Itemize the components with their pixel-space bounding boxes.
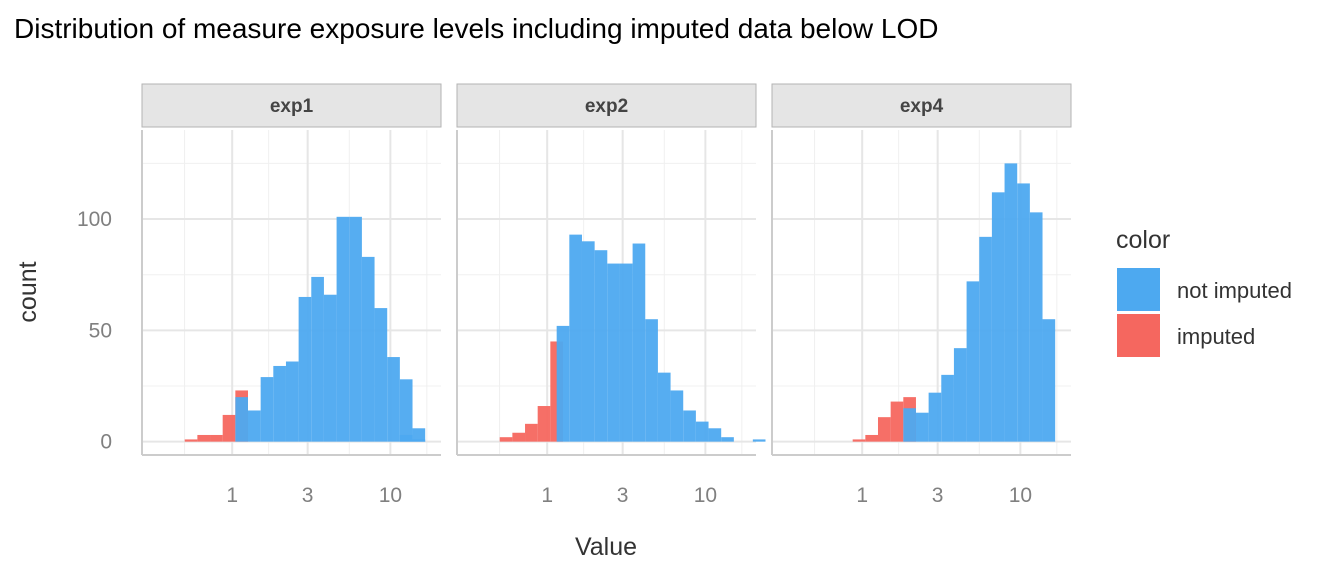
chart-title: Distribution of measure exposure levels … (14, 13, 939, 44)
histogram-bar-exp1-not-imputed (311, 276, 324, 442)
histogram-bar-exp2-not-imputed (721, 437, 734, 442)
facet-panel-exp1: exp1 1 3 10 (141, 83, 442, 507)
histogram-bar-exp2-not-imputed (581, 241, 595, 442)
histogram-bar-exp2-not-imputed (657, 372, 671, 442)
legend-title: color (1116, 226, 1170, 254)
histogram-bar-exp2-not-imputed (556, 325, 570, 442)
histogram-bar-exp4-imputed (852, 439, 866, 442)
histogram-bar-exp4-imputed (865, 434, 878, 442)
histogram-bar-exp1-not-imputed (336, 216, 350, 442)
histogram-bar-exp4-not-imputed (928, 392, 942, 442)
histogram-bar-exp2-imputed (512, 432, 526, 442)
y-tick-label: 100 (77, 208, 112, 231)
histogram-bar-exp2-not-imputed (632, 243, 646, 442)
x-tick-label: 10 (694, 484, 717, 507)
histogram-bar-exp4-imputed (890, 401, 904, 442)
y-axis-ticks: 0 50 100 (77, 208, 112, 454)
histogram-bar-exp1-not-imputed (285, 361, 299, 442)
histogram-bar-exp1-imputed (184, 439, 198, 442)
histogram-bar-exp1-not-imputed (399, 379, 413, 442)
histogram-bar-exp4-not-imputed (979, 236, 992, 442)
legend-swatch-not-imputed (1117, 268, 1160, 311)
x-tick-label: 3 (302, 484, 314, 507)
histogram-bar-exp2-not-imputed (708, 428, 722, 442)
histogram-bar-exp1-imputed (210, 434, 223, 442)
x-tick-label: 10 (379, 484, 402, 507)
x-tick-label: 3 (932, 484, 944, 507)
x-tick-label: 3 (617, 484, 629, 507)
histogram-bar-exp2-not-imputed (645, 319, 658, 442)
histogram-bar-exp1-not-imputed (387, 357, 400, 442)
facet-strip (141, 83, 442, 128)
y-tick-label: 0 (100, 431, 112, 454)
legend: color not imputed imputed (1116, 226, 1292, 357)
facet-panel-exp2: exp2 1 3 10 (456, 83, 766, 507)
histogram-bar-exp1-not-imputed (412, 428, 426, 442)
facet-panel-exp4: exp4 1 3 10 (771, 83, 1072, 507)
histogram-bar-exp4-not-imputed (903, 408, 916, 442)
histogram-bar-exp1-imputed (222, 414, 236, 442)
x-tick-label: 10 (1009, 484, 1032, 507)
x-tick-label: 1 (541, 484, 553, 507)
histogram-bar-exp2-not-imputed (594, 250, 608, 442)
histogram-bar-exp1-not-imputed (273, 365, 286, 442)
histogram-bar-exp2-not-imputed (752, 439, 766, 442)
histogram-bar-exp4-not-imputed (1017, 183, 1030, 442)
x-axis-title: Value (575, 533, 637, 561)
histogram-bar-exp2-not-imputed (607, 263, 620, 442)
legend-label: not imputed (1177, 278, 1292, 303)
histogram-bar-exp2-imputed (499, 437, 513, 442)
histogram-bar-exp2-not-imputed (569, 234, 582, 442)
y-tick-label: 50 (89, 319, 112, 342)
histogram-bar-exp2-imputed (525, 423, 538, 442)
histogram-bar-exp4-not-imputed (1004, 163, 1018, 442)
histogram-bar-exp1-not-imputed (235, 397, 248, 442)
histogram-bar-exp4-not-imputed (941, 374, 954, 442)
legend-swatch-imputed (1117, 314, 1160, 357)
histogram-bar-exp1-not-imputed (349, 216, 362, 442)
facet-strip (456, 83, 757, 128)
histogram-bar-exp1-not-imputed (412, 439, 426, 442)
histogram-bar-exp4-not-imputed (915, 412, 929, 442)
histogram-bar-exp4-not-imputed (1029, 212, 1043, 442)
histogram-bar-exp2-not-imputed (683, 410, 696, 442)
x-tick-label: 1 (856, 484, 868, 507)
histogram-bar-exp1-not-imputed (361, 256, 375, 442)
histogram-bar-exp1-not-imputed (247, 410, 261, 442)
histogram-bar-exp4-not-imputed (966, 281, 980, 442)
histogram-bar-exp2-not-imputed (619, 263, 633, 442)
histogram-bar-exp1-imputed (197, 434, 211, 442)
histogram-bar-exp4-not-imputed (1042, 319, 1056, 442)
histogram-bar-exp1-not-imputed (374, 308, 388, 442)
histogram-bar-exp2-not-imputed (670, 390, 684, 442)
facet-strip-label: exp2 (585, 96, 628, 117)
x-tick-label: 1 (226, 484, 238, 507)
histogram-bar-exp1-not-imputed (298, 296, 312, 442)
histogram-bar-exp4-not-imputed (953, 348, 967, 442)
histogram-bar-exp1-not-imputed (260, 377, 274, 442)
facet-strip-label: exp4 (900, 96, 944, 117)
histogram-bar-exp4-imputed (877, 417, 891, 442)
histogram-bar-exp2-imputed (537, 406, 551, 442)
histogram-bar-exp1-not-imputed (399, 434, 413, 442)
facet-strip (771, 83, 1072, 128)
histogram-bar-exp4-not-imputed (991, 192, 1005, 442)
facet-strip-label: exp1 (270, 96, 314, 117)
histogram-bar-exp1-not-imputed (323, 294, 337, 442)
legend-label: imputed (1177, 324, 1255, 349)
y-axis-title: count (14, 261, 42, 322)
histogram-bar-exp2-not-imputed (695, 421, 709, 442)
